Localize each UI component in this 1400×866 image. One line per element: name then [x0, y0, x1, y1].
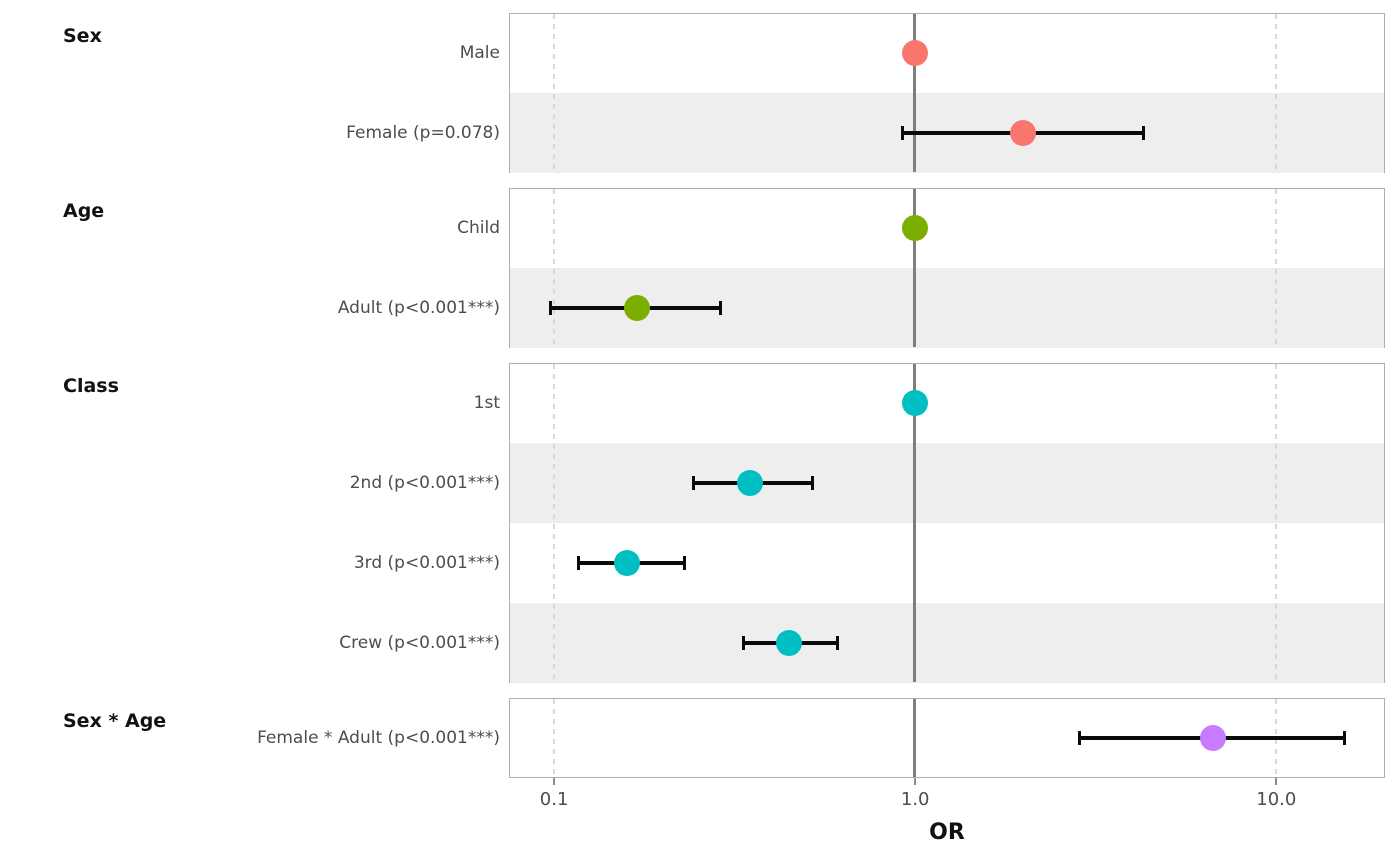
x-tick-mark-10.0 — [1275, 778, 1278, 785]
ci-cap-high — [682, 555, 686, 570]
ci-cap-low — [577, 555, 581, 570]
gridline-0.1 — [552, 14, 555, 172]
ci-cap-low — [692, 475, 696, 490]
panel-sex — [509, 13, 1385, 173]
row-stripe — [510, 442, 1384, 523]
group-title-sex: Sex — [63, 25, 102, 47]
reference-line-or-1 — [913, 14, 917, 172]
group-title-class: Class — [63, 375, 119, 397]
point-estimate — [901, 389, 928, 416]
point-estimate — [776, 629, 803, 656]
gridline-0.1 — [552, 189, 555, 347]
row-label-female: Female (p=0.078) — [346, 123, 500, 143]
row-label-1st: 1st — [473, 393, 500, 413]
ci-cap-low — [548, 300, 552, 315]
gridline-0.1 — [552, 699, 555, 777]
x-tick-label-1.0: 1.0 — [900, 789, 930, 810]
row-label-male: Male — [459, 43, 500, 63]
point-estimate — [1010, 119, 1037, 146]
ci-cap-high — [810, 475, 814, 490]
ci-cap-low — [742, 635, 746, 650]
reference-line-or-1 — [913, 189, 917, 347]
point-estimate — [901, 214, 928, 241]
ci-cap-high — [1343, 730, 1347, 745]
row-label-crew: Crew (p<0.001***) — [339, 633, 500, 653]
gridline-10 — [1274, 189, 1277, 347]
x-tick-mark-1.0 — [914, 778, 917, 785]
row-label-adult: Adult (p<0.001***) — [337, 298, 500, 318]
gridline-10 — [1274, 364, 1277, 682]
ci-cap-high — [719, 300, 723, 315]
group-title-age: Age — [63, 200, 105, 222]
point-estimate — [614, 549, 641, 576]
ci-cap-low — [901, 125, 905, 140]
group-title-sex-age: Sex * Age — [63, 710, 167, 732]
x-axis-title: OR — [929, 820, 965, 845]
ci-cap-low — [1077, 730, 1081, 745]
x-tick-label-10.0: 10.0 — [1256, 789, 1297, 810]
panel-class — [509, 363, 1385, 683]
ci-cap-high — [835, 635, 839, 650]
panel-age — [509, 188, 1385, 348]
gridline-10 — [1274, 14, 1277, 172]
panel-sex-age — [509, 698, 1385, 778]
row-label-child: Child — [457, 218, 500, 238]
row-label-female-adult: Female * Adult (p<0.001***) — [257, 728, 500, 748]
point-estimate — [901, 39, 928, 66]
row-label-3rd: 3rd (p<0.001***) — [353, 553, 500, 573]
reference-line-or-1 — [913, 364, 917, 682]
point-estimate — [623, 294, 650, 321]
x-tick-label-0.1: 0.1 — [539, 789, 569, 810]
reference-line-or-1 — [913, 699, 917, 777]
x-tick-mark-0.1 — [553, 778, 556, 785]
gridline-0.1 — [552, 364, 555, 682]
point-estimate — [1199, 724, 1226, 751]
row-stripe — [510, 602, 1384, 683]
row-label-2nd: 2nd (p<0.001***) — [349, 473, 500, 493]
ci-cap-high — [1141, 125, 1145, 140]
point-estimate — [737, 469, 764, 496]
